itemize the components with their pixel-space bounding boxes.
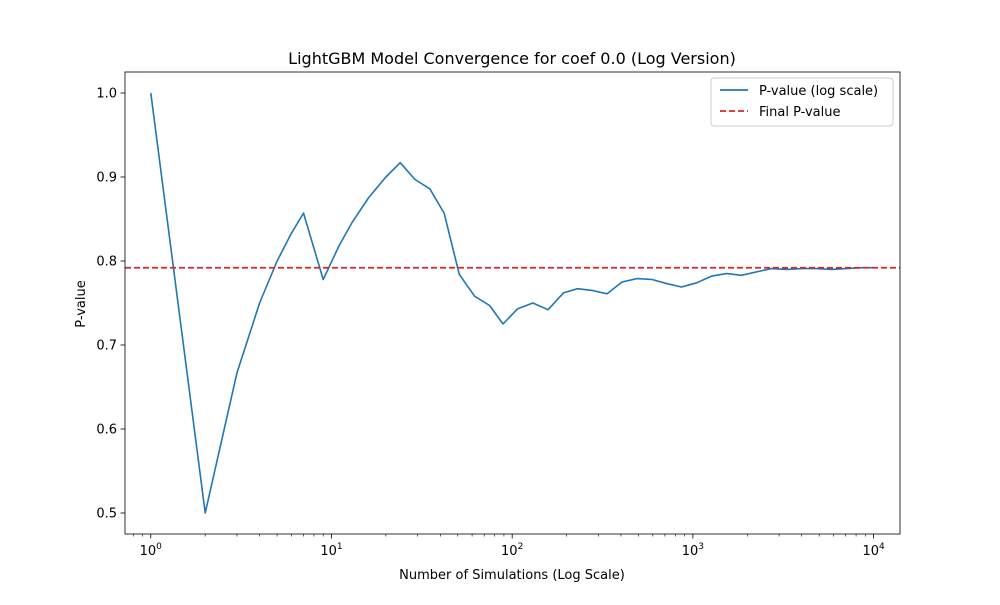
legend-label-pvalue: P-value (log scale) — [759, 84, 878, 99]
y-tick-label: 0.6 — [96, 423, 117, 438]
y-tick-label: 0.5 — [96, 507, 117, 522]
y-tick-label: 0.9 — [96, 171, 117, 186]
chart-title: LightGBM Model Convergence for coef 0.0 … — [288, 49, 736, 68]
y-tick-label: 1.0 — [96, 87, 117, 102]
y-tick-label: 0.8 — [96, 255, 117, 270]
y-axis-label: P-value — [74, 280, 89, 327]
y-tick-label: 0.7 — [96, 339, 117, 354]
legend-label-final: Final P-value — [759, 105, 841, 120]
legend: P-value (log scale) Final P-value — [711, 78, 893, 126]
x-axis-label: Number of Simulations (Log Scale) — [399, 568, 625, 583]
